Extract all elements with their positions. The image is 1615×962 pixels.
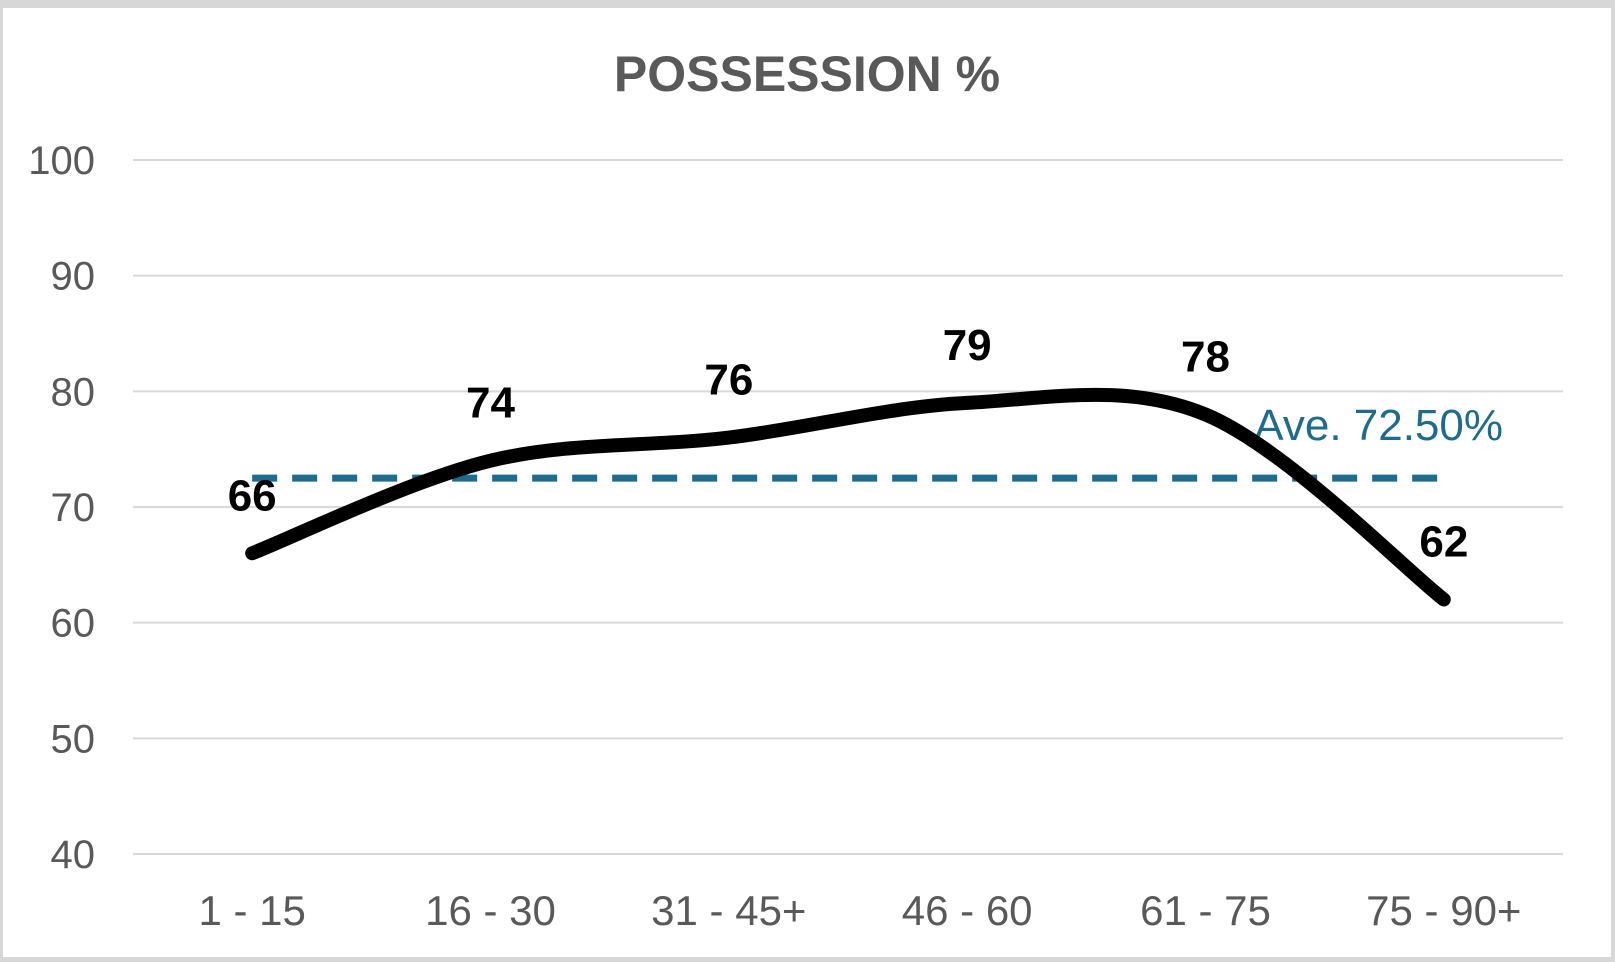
- y-axis-tick-label: 40: [51, 833, 96, 877]
- y-axis-tick-label: 100: [28, 139, 95, 183]
- possession-line: [245, 387, 1451, 607]
- y-axis-tick-label: 50: [51, 717, 96, 761]
- data-label: 79: [943, 321, 992, 370]
- x-axis-tick-label: 75 - 90+: [1366, 887, 1521, 934]
- average-line-group: Ave. 72.50%: [252, 401, 1503, 482]
- y-axis-tick-label: 60: [51, 602, 96, 646]
- average-line-label: Ave. 72.50%: [1254, 401, 1503, 450]
- chart-title: POSSESSION %: [614, 46, 1000, 102]
- y-axis-tick-label: 80: [51, 370, 96, 414]
- x-axis-labels-group: 1 - 15 16 - 30 31 - 45+ 46 - 60 61 - 75 75 - …: [198, 887, 1521, 934]
- possession-line-chart: 40 50 60 70 80 90 100 1 - 15 16 - 30 31 - 45+ 46 …: [28, 46, 1563, 934]
- data-label: 78: [1181, 332, 1230, 381]
- series-group: [245, 387, 1451, 607]
- y-axis-tick-label: 70: [51, 486, 96, 530]
- data-label: 74: [466, 379, 515, 428]
- data-labels-group: 66 74 76 79 78 62: [228, 321, 1469, 567]
- x-axis-tick-label: 16 - 30: [425, 887, 556, 934]
- y-axis-labels-group: 40 50 60 70 80 90 100: [28, 139, 95, 877]
- x-axis-tick-label: 46 - 60: [902, 887, 1033, 934]
- chart-card: 40 50 60 70 80 90 100 1 - 15 16 - 30 31 - 45+ 46 …: [3, 8, 1611, 957]
- x-axis-tick-label: 61 - 75: [1140, 887, 1271, 934]
- data-label: 76: [704, 356, 753, 405]
- x-axis-tick-label: 1 - 15: [198, 887, 305, 934]
- data-label: 66: [228, 471, 277, 520]
- x-axis-tick-label: 31 - 45+: [651, 887, 806, 934]
- y-axis-tick-label: 90: [51, 255, 96, 299]
- data-label: 62: [1419, 518, 1468, 567]
